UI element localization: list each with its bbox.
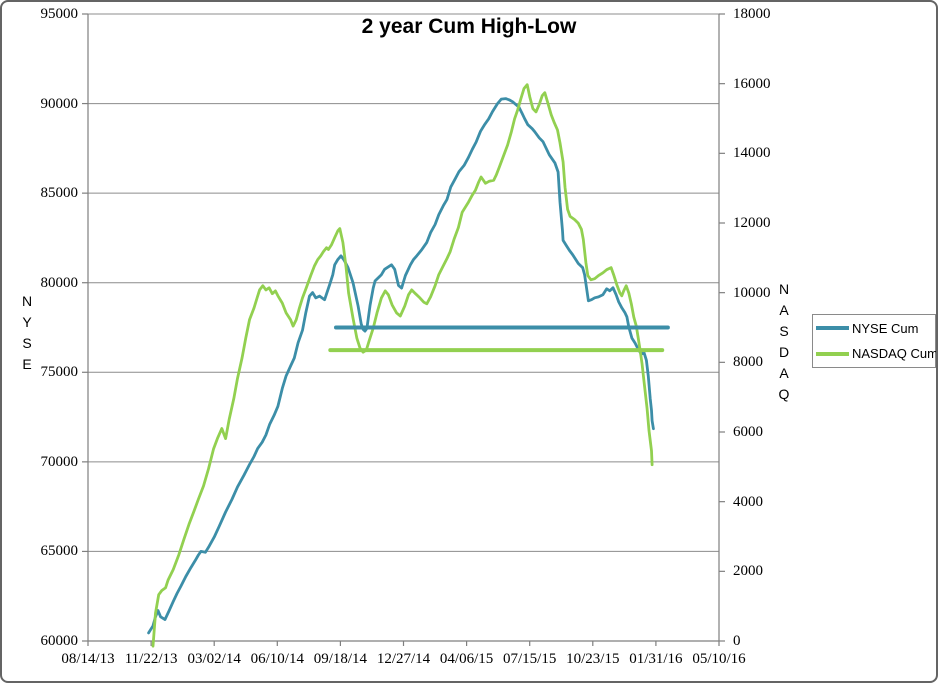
right-axis-tick-label: 12000 xyxy=(733,215,771,231)
nyse-line-swatch xyxy=(816,326,849,331)
right-axis-tick-label: 4000 xyxy=(733,493,763,510)
left-axis-tick-label: 70000 xyxy=(40,453,79,470)
x-axis-tick-label: 01/31/16 xyxy=(629,651,683,667)
x-axis-tick-label: 07/15/15 xyxy=(503,651,557,667)
right-axis-tick-label: 16000 xyxy=(733,75,771,92)
left-axis-tick-label: 95000 xyxy=(40,6,79,22)
nyse-series-line xyxy=(147,97,655,635)
axis-title-letter: N xyxy=(778,281,790,297)
left-axis-tick-label: 80000 xyxy=(40,274,79,291)
right-axis-tick-label: 0 xyxy=(733,633,741,649)
axis-title-letter: S xyxy=(779,323,789,339)
right-axis-tick-label: 18000 xyxy=(733,6,771,22)
right-axis-tick-label: 8000 xyxy=(733,354,763,371)
x-axis-tick-label: 03/02/14 xyxy=(187,651,241,667)
left-axis-tick-label: 60000 xyxy=(40,633,79,649)
x-axis-tick-label: 10/23/15 xyxy=(566,651,620,667)
axis-title-letter: E xyxy=(22,356,32,372)
legend-label-nyse: NYSE Cum xyxy=(852,320,919,336)
axis-title-letter: S xyxy=(22,335,32,351)
tick-marks xyxy=(82,13,725,646)
axis-title-letter: N xyxy=(21,293,33,309)
gridlines xyxy=(88,13,719,642)
right-axis-tick-label: 6000 xyxy=(733,424,763,440)
left-axis-tick-label: 75000 xyxy=(40,364,79,381)
axis-title-letter: Y xyxy=(22,314,32,330)
right-axis-tick-label: 10000 xyxy=(733,284,771,301)
x-axis-tick-label: 04/06/15 xyxy=(439,651,494,667)
legend: NYSE Cum NASDAQ Cum xyxy=(812,314,938,368)
left-axis-tick-label: 65000 xyxy=(40,543,79,560)
chart-title: 2 year Cum High-Low xyxy=(361,15,577,38)
x-axis-tick-label: 05/10/16 xyxy=(692,651,746,667)
legend-item-nyse: NYSE Cum xyxy=(813,316,935,340)
right-axis-tick-label: 14000 xyxy=(733,145,771,162)
x-axis-tick-label: 09/18/14 xyxy=(313,651,368,667)
axis-title-letter: A xyxy=(779,302,789,318)
legend-label-nasdaq: NASDAQ Cum xyxy=(852,346,938,362)
axis-title-letter: A xyxy=(779,365,789,381)
left-axis-tick-label: 90000 xyxy=(40,95,79,112)
legend-item-nasdaq: NASDAQ Cum xyxy=(813,342,938,366)
right-axis-tick-label: 2000 xyxy=(733,563,763,580)
x-axis-tick-label: 11/22/13 xyxy=(124,651,178,667)
left-axis-tick-label: 85000 xyxy=(40,185,79,202)
axis-title-letter: Q xyxy=(778,386,790,402)
x-axis-tick-label: 12/27/14 xyxy=(376,651,431,667)
nasdaq-line-swatch xyxy=(816,351,849,356)
axis-title-letter: D xyxy=(778,344,790,360)
x-axis-tick-label: 06/10/14 xyxy=(250,651,304,667)
nasdaq-series-line xyxy=(151,83,654,648)
x-axis-tick-label: 08/14/13 xyxy=(61,651,115,667)
